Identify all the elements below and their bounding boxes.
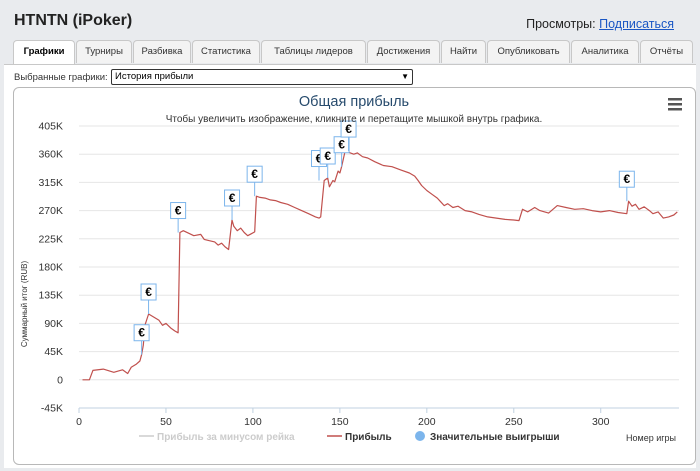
- flag-box: [170, 202, 187, 220]
- big-win-flag[interactable]: €: [224, 189, 241, 220]
- y-axis: -45K 0 45K 90K 135K 180K 225K 270K 315K 360K 405K: [38, 121, 63, 415]
- tab-graphs[interactable]: Графики: [13, 40, 75, 65]
- flag-box: [140, 283, 157, 301]
- x-tick-label: 0: [76, 416, 82, 428]
- x-tick-label: 200: [418, 416, 436, 428]
- graph-select-value: История прибыли: [115, 71, 194, 82]
- y-tick-label: 180K: [38, 262, 63, 274]
- y-tick-label: 225K: [38, 233, 63, 245]
- chart-legend: Прибыль за минусом рейка Прибыль Значите…: [139, 431, 560, 443]
- euro-flag-icon: €: [145, 285, 152, 299]
- y-tick-label: 360K: [38, 149, 63, 161]
- legend-label-rake: Прибыль за минусом рейка: [157, 431, 295, 443]
- tab-publish[interactable]: Опубликовать: [487, 40, 570, 63]
- euro-flag-icon: €: [324, 149, 331, 163]
- big-win-flag[interactable]: €: [333, 136, 350, 167]
- flag-box: [340, 120, 357, 138]
- legend-item-big-wins[interactable]: Значительные выигрыши: [415, 431, 560, 443]
- y-tick-label: 405K: [38, 121, 63, 133]
- big-win-flag[interactable]: €: [140, 283, 157, 314]
- euro-flag-icon: €: [251, 167, 258, 181]
- player-title: HTNTN (iPoker): [14, 12, 133, 29]
- euro-flag-icon: €: [229, 191, 236, 205]
- y-tick-label: -45K: [41, 403, 63, 415]
- tab-statistics[interactable]: Статистика: [192, 40, 260, 63]
- legend-item-rake[interactable]: Прибыль за минусом рейка: [139, 431, 295, 443]
- big-win-flag[interactable]: €: [133, 324, 150, 355]
- legend-label-profit: Прибыль: [345, 431, 392, 443]
- tab-achievements[interactable]: Достижения: [367, 40, 440, 63]
- chart-title: Общая прибыль: [299, 94, 409, 110]
- flag-box: [319, 147, 336, 165]
- tab-leaderboards[interactable]: Таблицы лидеров: [261, 40, 366, 63]
- x-tick-label: 100: [244, 416, 262, 428]
- legend-label-big-wins: Значительные выигрыши: [430, 432, 560, 443]
- x-tick-label: 300: [592, 416, 610, 428]
- tab-tournaments[interactable]: Турниры: [76, 40, 132, 63]
- big-win-flag[interactable]: €: [170, 202, 187, 233]
- euro-flag-icon: €: [623, 172, 630, 186]
- tab-analytics[interactable]: Аналитика: [571, 40, 639, 63]
- profit-series-line[interactable]: [82, 150, 678, 381]
- x-tick-label: 250: [505, 416, 523, 428]
- views-label: Просмотры:: [526, 17, 596, 31]
- x-axis-title: Номер игры: [626, 433, 676, 443]
- chevron-down-icon: ▼: [401, 72, 409, 81]
- euro-flag-icon: €: [338, 138, 345, 152]
- profit-chart[interactable]: -45K045K90K135K180K225K270K315K360K405K …: [14, 88, 695, 464]
- tab-reports[interactable]: Отчёты: [640, 40, 693, 63]
- euro-flag-icon: €: [138, 326, 145, 340]
- subscribe-link[interactable]: Подписаться: [599, 17, 674, 31]
- flag-box: [224, 189, 241, 207]
- y-tick-label: 270K: [38, 205, 63, 217]
- y-tick-label: 90K: [44, 318, 63, 330]
- chart-subtitle: Чтобы увеличить изображение, кликните и …: [166, 113, 543, 125]
- legend-item-profit[interactable]: Прибыль: [327, 431, 392, 443]
- y-tick-label: 0: [57, 374, 63, 386]
- y-axis-title: Суммарный итог (RUB): [20, 261, 29, 348]
- big-win-flag[interactable]: €: [246, 165, 263, 197]
- chart-container: -45K 0 45K 90K 135K 180K 225K 270K 315K 360K 405K …: [13, 87, 696, 465]
- views-area: Просмотры: Подписаться: [526, 17, 674, 31]
- tab-breakdown[interactable]: Разбивка: [133, 40, 191, 63]
- euro-flag-icon: €: [175, 204, 182, 218]
- x-axis: 0 50 100 150 200 250 300: [76, 407, 679, 428]
- page-header: HTNTN (iPoker) Просмотры: Подписаться Гр…: [0, 0, 700, 66]
- graph-select[interactable]: История прибыли ▼: [111, 69, 413, 85]
- hamburger-menu-icon[interactable]: [668, 98, 682, 111]
- tab-search[interactable]: Найти: [441, 40, 486, 63]
- flag-box: [246, 165, 263, 183]
- y-tick-label: 135K: [38, 290, 63, 302]
- euro-flag-icon: €: [316, 152, 323, 166]
- x-tick-label: 150: [331, 416, 349, 428]
- flags-layer: €€€€€€ €€€€: [133, 120, 635, 355]
- y-tick-label: 315K: [38, 177, 63, 189]
- series-layer: [82, 150, 678, 381]
- content-panel: Выбранные графики: История прибыли ▼ -45…: [4, 64, 696, 468]
- big-win-flag[interactable]: €: [618, 170, 635, 202]
- x-tick-label: 50: [160, 416, 172, 428]
- big-win-flag[interactable]: €: [340, 120, 357, 152]
- euro-flag-icon: €: [345, 122, 352, 136]
- y-tick-label: 45K: [44, 346, 63, 358]
- selector-label: Выбранные графики:: [14, 72, 108, 83]
- flag-box: [618, 170, 635, 188]
- big-win-flag[interactable]: €: [319, 147, 336, 179]
- grid-lines: [79, 125, 679, 409]
- flag-box: [133, 324, 150, 342]
